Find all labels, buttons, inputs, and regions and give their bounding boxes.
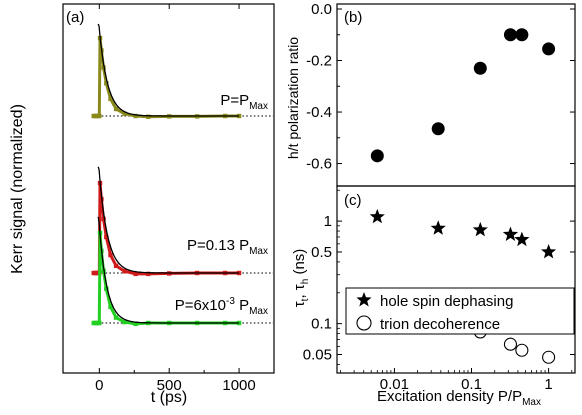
panel-b-data-point xyxy=(473,61,487,75)
panel-c-circle-point xyxy=(503,337,518,351)
panel-c-star-point xyxy=(430,220,446,235)
panel-b-data-point xyxy=(431,122,445,136)
panel-b-data-point xyxy=(515,28,529,42)
panel-a-series-label-sub: Max xyxy=(249,246,268,257)
panel-a-data-point xyxy=(146,114,151,119)
panel-a-data-point xyxy=(133,113,138,119)
panel-c-star-point xyxy=(472,221,488,237)
panel-c-y-label-sub-t: t xyxy=(300,298,311,301)
panel-a-data-point xyxy=(104,234,109,240)
panel-c-y-tick-label: 0.05 xyxy=(303,346,332,363)
panel-a-data-point xyxy=(113,315,119,320)
panel-c-x-tick-label: 0.1 xyxy=(461,376,482,393)
panel-b: (b) 0.0 -0.2 -0.4 -0.6 h/t polarization rat… xyxy=(285,1,576,187)
panel-c-y-label-sub-h: h xyxy=(300,279,311,285)
panel-c-y-tick-label: 1 xyxy=(324,213,332,230)
panel-a-y-axis-label: Kerr signal (normalized) xyxy=(9,104,26,274)
panel-c-circle-point xyxy=(542,350,556,364)
panel-a-series-label-main: P=0.13 P xyxy=(187,237,249,254)
panel-a-data-point xyxy=(108,96,113,102)
panel-a-series-label-sub: Max xyxy=(249,306,268,317)
panel-a-series-label-tail: P xyxy=(235,297,249,314)
panel-a-series-label: P=0.13 PMax xyxy=(187,237,268,257)
panel-c-label: (c) xyxy=(344,192,362,209)
panel-a-x-tick-label: 1000 xyxy=(222,377,255,394)
panel-b-y-axis-label: h/t polarization ratio xyxy=(285,37,301,159)
panel-a-data-point xyxy=(108,304,113,309)
panel-c-x-tick-label: 1 xyxy=(544,376,552,393)
panel-c-y-tick-label: 0.5 xyxy=(311,244,332,261)
panel-a-data-trace xyxy=(93,182,240,276)
panel-a-data-point xyxy=(133,321,138,327)
panel-c-legend-box xyxy=(345,287,575,335)
panel-a-data-point xyxy=(122,319,127,325)
panel-b-data-point xyxy=(370,149,384,163)
panel-a-data-point xyxy=(146,271,151,277)
panel-c-legend-star-icon xyxy=(356,292,372,307)
panel-a-x-tick-label: 500 xyxy=(157,377,182,394)
panel-a-data-point xyxy=(97,320,102,326)
panel-b-label: (b) xyxy=(344,9,362,26)
panel-c-x-tick-label: 0.01 xyxy=(380,376,409,393)
panel-c-legend: hole spin dephasing trion decoherence xyxy=(345,287,575,335)
panel-c-star-point xyxy=(369,208,385,224)
panel-c-y-label-tau-t: τ xyxy=(291,301,308,307)
panel-a-fit-curve xyxy=(97,216,240,324)
panel-b-y-tick-label: -0.2 xyxy=(306,53,332,70)
panel-c: (c) 0.01 0.1 1 0.05 0.1 0.5 1 hole spin dephas… xyxy=(291,185,576,408)
panel-a-label: (a) xyxy=(66,9,84,26)
panel-b-data-point xyxy=(542,42,556,56)
panel-c-legend-circle-icon xyxy=(356,315,372,331)
panel-b-y-tick-label: 0.0 xyxy=(311,1,332,18)
panel-a-frame xyxy=(62,3,275,374)
panel-a-series-label-main: P=6x10 xyxy=(175,297,226,314)
panel-a-data-point xyxy=(101,216,106,222)
panel-c-y-label-tail: (ns) xyxy=(291,249,308,279)
panel-c-star-point xyxy=(502,226,519,241)
panel-c-star-point xyxy=(541,244,557,259)
panel-a-series-label-main: P=P xyxy=(220,92,249,109)
panel-c-x-label-main: Excitation density P/P xyxy=(377,388,522,405)
panel-a-series-label-sub: Max xyxy=(249,101,268,112)
panel-a-data-point xyxy=(113,106,119,112)
panel-a-data-point xyxy=(122,111,127,116)
panel-c-legend-trion-label: trion decoherence xyxy=(380,316,500,333)
panel-b-content: 0.0 -0.2 -0.4 -0.6 xyxy=(306,1,575,173)
panel-a-x-tick-label: 0 xyxy=(95,377,103,394)
panel-b-y-tick-label: -0.6 xyxy=(306,156,332,173)
panel-c-frame xyxy=(336,185,576,374)
panel-a-data-point xyxy=(97,113,102,119)
panel-c-y-axis-label: τt, τh (ns) xyxy=(291,249,311,308)
panel-a-data-trace xyxy=(93,37,240,119)
panel-c-x-label-sub: Max xyxy=(522,397,541,408)
panel-a-series-label: P=6x10-3 PMax xyxy=(175,296,268,317)
panel-a-fit-curve xyxy=(97,23,240,117)
panel-c-x-axis-label: Excitation density P/PMax xyxy=(377,388,541,408)
panel-b-data-point xyxy=(503,28,517,42)
panel-a-x-axis-label: t (ps) xyxy=(151,389,187,406)
panel-a-data-point xyxy=(104,286,109,291)
panel-a-data-point xyxy=(101,65,106,70)
panel-a-data-point xyxy=(108,252,113,258)
panel-b-y-tick-label: -0.4 xyxy=(306,104,332,121)
panel-c-legend-hole-label: hole spin dephasing xyxy=(380,293,513,310)
panel-c-y-label-mid: , τ xyxy=(291,284,308,298)
panel-a-data-point xyxy=(113,263,119,268)
panel-a-fit-curve xyxy=(97,166,240,274)
panel-a-series-label-sup: -3 xyxy=(226,296,235,307)
panel-a-data-point xyxy=(104,81,109,86)
panel-c-y-tick-label: 0.1 xyxy=(311,316,332,333)
panel-a-data-point xyxy=(133,271,138,277)
panel-c-star-point xyxy=(514,231,530,247)
panel-c-circle-point xyxy=(515,343,529,357)
panel-a-data-point xyxy=(122,269,127,274)
panel-a-series-label: P=PMax xyxy=(220,92,268,112)
